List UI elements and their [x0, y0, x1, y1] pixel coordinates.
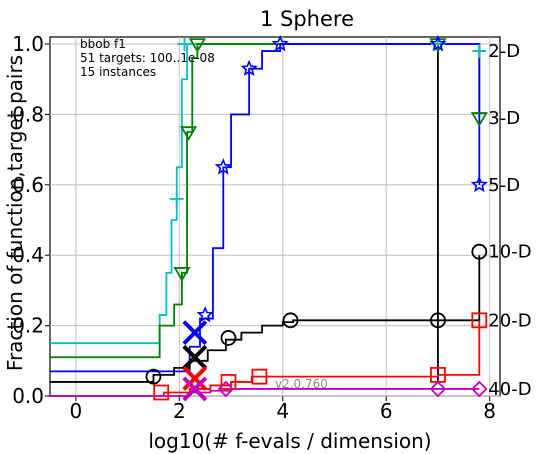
y-tick-label: 0.2 — [12, 314, 44, 338]
marker-plus-2-D — [169, 191, 184, 206]
marker-plus-2-D — [177, 37, 192, 52]
y-tick-label: 0.0 — [12, 384, 44, 408]
series-line-10-D — [50, 44, 481, 383]
marker-star-5-D — [429, 34, 447, 52]
x-tick-label: 6 — [380, 399, 393, 423]
marker-square-20-D — [153, 384, 170, 401]
series-label-2-D: 2-D — [488, 41, 520, 62]
y-tick-label: 0.4 — [12, 243, 44, 267]
marker-square-20-D — [251, 368, 268, 385]
series-label-20-D: 20-D — [488, 310, 531, 331]
marker-circle-10-D — [282, 312, 299, 329]
marker-triangle-down-3-D — [470, 112, 488, 127]
marker-circle-10-D — [220, 330, 237, 346]
marker-diamond-40-D — [429, 380, 447, 398]
marker-plus-2-D — [472, 44, 487, 59]
cross-marker-20-D — [182, 365, 208, 391]
info-line-1: bbob f1 — [80, 37, 126, 51]
marker-star-5-D — [271, 34, 289, 52]
info-line-3: 15 instances — [80, 65, 156, 79]
x-axis-label: log10(# f-evals / dimension) — [148, 429, 431, 453]
cross-marker-5-D — [182, 320, 208, 346]
marker-square-20-D — [220, 374, 237, 390]
x-tick-label: 4 — [276, 399, 289, 423]
grid-lines — [45, 36, 501, 401]
cross-marker-40-D — [182, 376, 208, 402]
marker-triangle-down-3-D — [173, 267, 191, 282]
series-line-40-D — [50, 388, 480, 397]
marker-square-20-D — [471, 312, 488, 329]
marker-star-5-D — [214, 158, 232, 175]
y-axis-label: Fraction of function,target pairs — [3, 55, 27, 371]
cross-marker-10-D — [182, 344, 208, 370]
series-label-40-D: 40-D — [488, 379, 531, 400]
marker-diamond-40-D — [471, 380, 488, 398]
series-label-3-D: 3-D — [488, 108, 520, 129]
marker-triangle-down-3-D — [180, 126, 198, 141]
info-line-2: 51 targets: 100..1e-08 — [80, 51, 215, 65]
series-label-10-D: 10-D — [488, 242, 531, 263]
x-tick-label: 2 — [173, 399, 186, 423]
tick-labels: 0 2 4 6 8 0.0 0.2 0.4 0.6 0.8 1.0 — [12, 32, 496, 423]
marker-star-5-D — [470, 175, 488, 193]
series-line-20-D — [50, 320, 481, 397]
marker-circle-10-D — [430, 312, 446, 329]
series-markers — [145, 34, 488, 402]
series-line-3-D — [50, 43, 481, 359]
x-tick-label: 0 — [69, 399, 82, 423]
marker-star-5-D — [240, 59, 258, 77]
plot-frame — [49, 36, 501, 397]
y-tick-label: 0.6 — [12, 173, 44, 197]
series-label-5-D: 5-D — [488, 175, 520, 196]
version-label: v2.0.760 — [275, 377, 328, 391]
marker-triangle-down-3-D — [188, 38, 206, 53]
marker-circle-10-D — [471, 243, 488, 260]
marker-star-5-D — [196, 305, 214, 323]
y-tick-label: 0.8 — [12, 102, 44, 126]
marker-diamond-40-D — [217, 380, 235, 398]
marker-circle-10-D — [145, 368, 162, 385]
chart-title: 1 Sphere — [260, 7, 354, 31]
y-tick-label: 1.0 — [12, 32, 44, 56]
series-labels: 2-D 3-D 5-D 10-D 20-D 40-D — [488, 41, 531, 400]
x-tick-label: 8 — [483, 399, 496, 423]
